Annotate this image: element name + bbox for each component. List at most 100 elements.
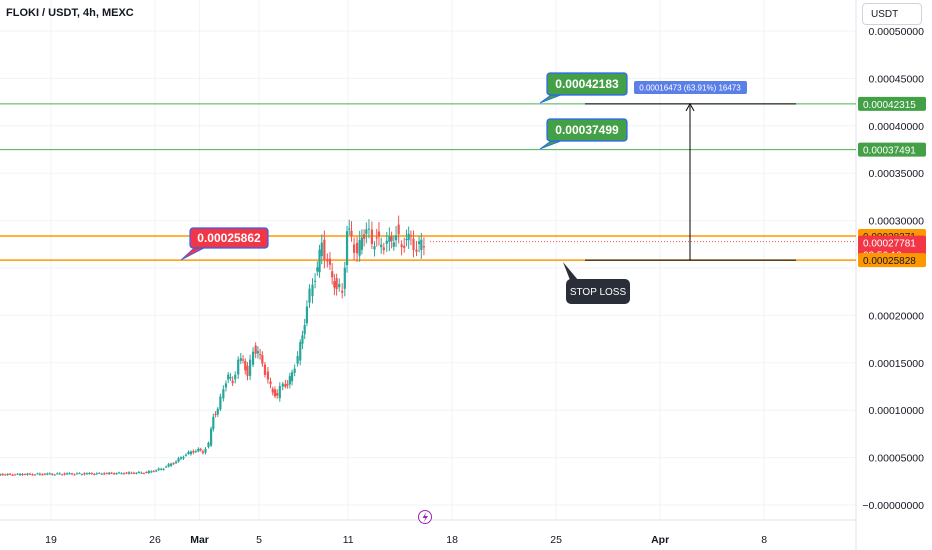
- candle-body: [41, 474, 44, 476]
- candle-body: [214, 414, 217, 416]
- candle-body: [73, 474, 76, 476]
- callout-label: 0.00025862: [197, 231, 261, 245]
- candle-body: [110, 472, 113, 474]
- candle-body: [157, 468, 160, 470]
- candle-body: [241, 359, 245, 361]
- candle-body: [140, 472, 143, 474]
- candle-body: [174, 461, 178, 464]
- candle-body: [78, 473, 81, 475]
- candle-body: [90, 473, 93, 475]
- candle-body: [65, 473, 69, 475]
- candle-body: [373, 246, 376, 250]
- candle-body: [58, 473, 61, 475]
- callout-pointer: [180, 247, 205, 261]
- callout-box: [546, 72, 628, 96]
- candle-body: [256, 351, 259, 354]
- callout-box: [546, 118, 628, 142]
- candle-body: [403, 245, 406, 248]
- candle-body: [137, 471, 141, 473]
- candle-body: [237, 359, 240, 375]
- candle-body: [63, 473, 66, 475]
- x-tick-label: 25: [550, 534, 562, 546]
- candle-body: [345, 231, 349, 266]
- candle-body: [375, 237, 378, 239]
- candle-body: [239, 358, 242, 361]
- candle-body: [11, 474, 14, 476]
- candle-body: [415, 249, 418, 252]
- candle-body: [248, 359, 252, 376]
- candle-body: [271, 388, 274, 393]
- stop-loss-box: [566, 279, 630, 304]
- candle-body: [273, 389, 277, 397]
- candle-body: [246, 365, 249, 376]
- callout-pointer: [539, 140, 562, 150]
- candle-body: [323, 239, 326, 260]
- x-tick-label: Apr: [651, 534, 669, 546]
- callout-label: 0.00042183: [555, 77, 619, 91]
- candle-body: [227, 374, 230, 380]
- candle-body: [263, 364, 267, 375]
- candle-body: [360, 237, 363, 250]
- x-tick-label: 5: [256, 534, 262, 546]
- candle-body: [388, 235, 391, 243]
- stop-loss-label: STOP LOSS: [570, 287, 627, 298]
- candle-body: [115, 473, 118, 475]
- x-tick-label: 11: [343, 534, 354, 546]
- candle-body: [318, 249, 321, 273]
- candle-body: [31, 474, 34, 476]
- candle-body: [308, 288, 311, 303]
- candle-body: [189, 451, 193, 455]
- candle-body: [407, 233, 410, 241]
- candle-body: [350, 230, 353, 237]
- candle-body: [68, 473, 71, 475]
- candle-body: [135, 472, 138, 474]
- candle-body: [100, 473, 103, 475]
- candle-body: [355, 242, 359, 254]
- candle-body: [352, 244, 356, 253]
- x-tick-label: 19: [45, 534, 57, 546]
- y-tick-label: 0.00030000: [869, 216, 925, 228]
- candle-body: [288, 376, 291, 385]
- lightning-icon-glyph: [422, 512, 428, 523]
- candle-body: [0, 474, 2, 476]
- candle-body: [229, 376, 232, 379]
- candle-body: [16, 473, 19, 475]
- price-tag-37491-bg: [858, 142, 926, 157]
- candle-body: [6, 473, 9, 475]
- candle-body: [276, 393, 279, 396]
- candle-body: [224, 383, 228, 388]
- candle-body: [160, 468, 163, 470]
- candle-body: [269, 381, 272, 385]
- candle-body: [365, 229, 368, 234]
- candle-body: [130, 472, 133, 474]
- candle-body: [197, 448, 200, 452]
- candle-body: [261, 355, 264, 364]
- candle-body: [204, 448, 207, 453]
- candle-body: [194, 451, 197, 453]
- candle-body: [165, 466, 168, 468]
- candle-body: [420, 239, 423, 250]
- candle-body: [409, 235, 413, 237]
- candle-body: [417, 241, 421, 245]
- candle-body: [234, 374, 237, 380]
- candle-body: [21, 474, 24, 476]
- candle-body: [363, 234, 366, 239]
- measure-label-bg: [634, 81, 747, 94]
- candle-body: [18, 473, 22, 475]
- candle-body: [56, 473, 59, 475]
- candle-body: [113, 473, 116, 475]
- candle-body: [95, 473, 98, 475]
- y-tick-label: −0.00000000: [862, 500, 924, 512]
- candle-body: [328, 258, 332, 265]
- currency-selector[interactable]: USDT: [862, 3, 922, 25]
- candle-body: [390, 236, 393, 242]
- candle-body: [333, 281, 336, 288]
- candle-body: [394, 235, 398, 241]
- candle-body: [120, 473, 123, 475]
- candle-body: [405, 238, 408, 240]
- candle-body: [182, 456, 185, 459]
- candle-body: [9, 473, 12, 475]
- candle-body: [169, 463, 173, 466]
- candle-body: [251, 351, 255, 365]
